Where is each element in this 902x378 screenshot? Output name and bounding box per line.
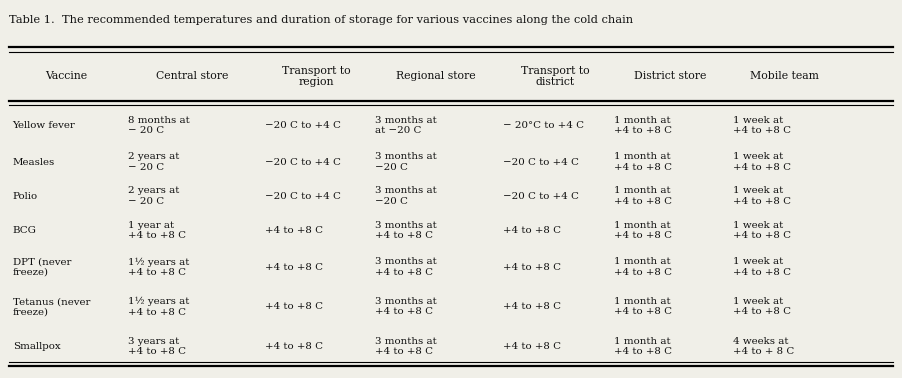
Text: 1 week at
+4 to +8 C: 1 week at +4 to +8 C [733,152,791,172]
Text: Regional store: Regional store [396,71,475,81]
Text: 1 week at
+4 to +8 C: 1 week at +4 to +8 C [733,257,791,277]
Text: BCG: BCG [13,226,36,235]
Text: 3 years at
+4 to +8 C: 3 years at +4 to +8 C [127,337,186,356]
Text: Tetanus (never
freeze): Tetanus (never freeze) [13,297,90,316]
Text: +4 to +8 C: +4 to +8 C [264,302,323,311]
Text: Polio: Polio [13,192,38,201]
Text: +4 to +8 C: +4 to +8 C [264,342,323,351]
Text: 1½ years at
+4 to +8 C: 1½ years at +4 to +8 C [127,257,189,277]
Text: 1 year at
+4 to +8 C: 1 year at +4 to +8 C [127,220,186,240]
Text: Table 1.  The recommended temperatures and duration of storage for various vacci: Table 1. The recommended temperatures an… [9,15,633,25]
Text: −20 C to +4 C: −20 C to +4 C [264,121,340,130]
Text: 3 months at
−20 C: 3 months at −20 C [375,186,437,206]
Text: +4 to +8 C: +4 to +8 C [503,263,561,271]
Text: 1 week at
+4 to +8 C: 1 week at +4 to +8 C [733,116,791,135]
Text: 3 months at
+4 to +8 C: 3 months at +4 to +8 C [375,297,437,316]
Text: 1 week at
+4 to +8 C: 1 week at +4 to +8 C [733,297,791,316]
Text: −20 C to +4 C: −20 C to +4 C [264,158,340,167]
Text: District store: District store [633,71,706,81]
Text: Central store: Central store [156,71,228,81]
Text: 1 month at
+4 to +8 C: 1 month at +4 to +8 C [613,337,672,356]
Text: +4 to +8 C: +4 to +8 C [503,226,561,235]
Text: 1 month at
+4 to +8 C: 1 month at +4 to +8 C [613,186,672,206]
Text: Mobile team: Mobile team [750,71,819,81]
Text: DPT (never
freeze): DPT (never freeze) [13,257,71,277]
Text: 1 week at
+4 to +8 C: 1 week at +4 to +8 C [733,186,791,206]
Text: −20 C to +4 C: −20 C to +4 C [503,158,579,167]
Text: 1 month at
+4 to +8 C: 1 month at +4 to +8 C [613,297,672,316]
Text: 1½ years at
+4 to +8 C: 1½ years at +4 to +8 C [127,297,189,317]
Text: +4 to +8 C: +4 to +8 C [503,342,561,351]
Text: 3 months at
−20 C: 3 months at −20 C [375,152,437,172]
Text: Smallpox: Smallpox [13,342,60,351]
Text: − 20°C to +4 C: − 20°C to +4 C [503,121,584,130]
Text: −20 C to +4 C: −20 C to +4 C [503,192,579,201]
Text: 2 years at
− 20 C: 2 years at − 20 C [127,152,179,172]
Text: 3 months at
+4 to +8 C: 3 months at +4 to +8 C [375,220,437,240]
Text: +4 to +8 C: +4 to +8 C [503,302,561,311]
Text: 3 months at
+4 to +8 C: 3 months at +4 to +8 C [375,337,437,356]
Text: −20 C to +4 C: −20 C to +4 C [264,192,340,201]
Text: 1 month at
+4 to +8 C: 1 month at +4 to +8 C [613,152,672,172]
Text: +4 to +8 C: +4 to +8 C [264,263,323,271]
Text: Transport to
district: Transport to district [520,65,589,87]
Text: 4 weeks at
+4 to + 8 C: 4 weeks at +4 to + 8 C [733,337,795,356]
Text: 3 months at
+4 to +8 C: 3 months at +4 to +8 C [375,257,437,277]
Text: +4 to +8 C: +4 to +8 C [264,226,323,235]
Text: Measles: Measles [13,158,55,167]
Text: Yellow fever: Yellow fever [13,121,76,130]
Text: 1 month at
+4 to +8 C: 1 month at +4 to +8 C [613,257,672,277]
Text: 1 month at
+4 to +8 C: 1 month at +4 to +8 C [613,116,672,135]
Text: 1 month at
+4 to +8 C: 1 month at +4 to +8 C [613,220,672,240]
Text: 3 months at
at −20 C: 3 months at at −20 C [375,116,437,135]
Text: 8 months at
− 20 C: 8 months at − 20 C [127,116,189,135]
Text: 1 week at
+4 to +8 C: 1 week at +4 to +8 C [733,220,791,240]
Text: Transport to
region: Transport to region [282,65,351,87]
Text: Vaccine: Vaccine [45,71,87,81]
Text: 2 years at
− 20 C: 2 years at − 20 C [127,186,179,206]
